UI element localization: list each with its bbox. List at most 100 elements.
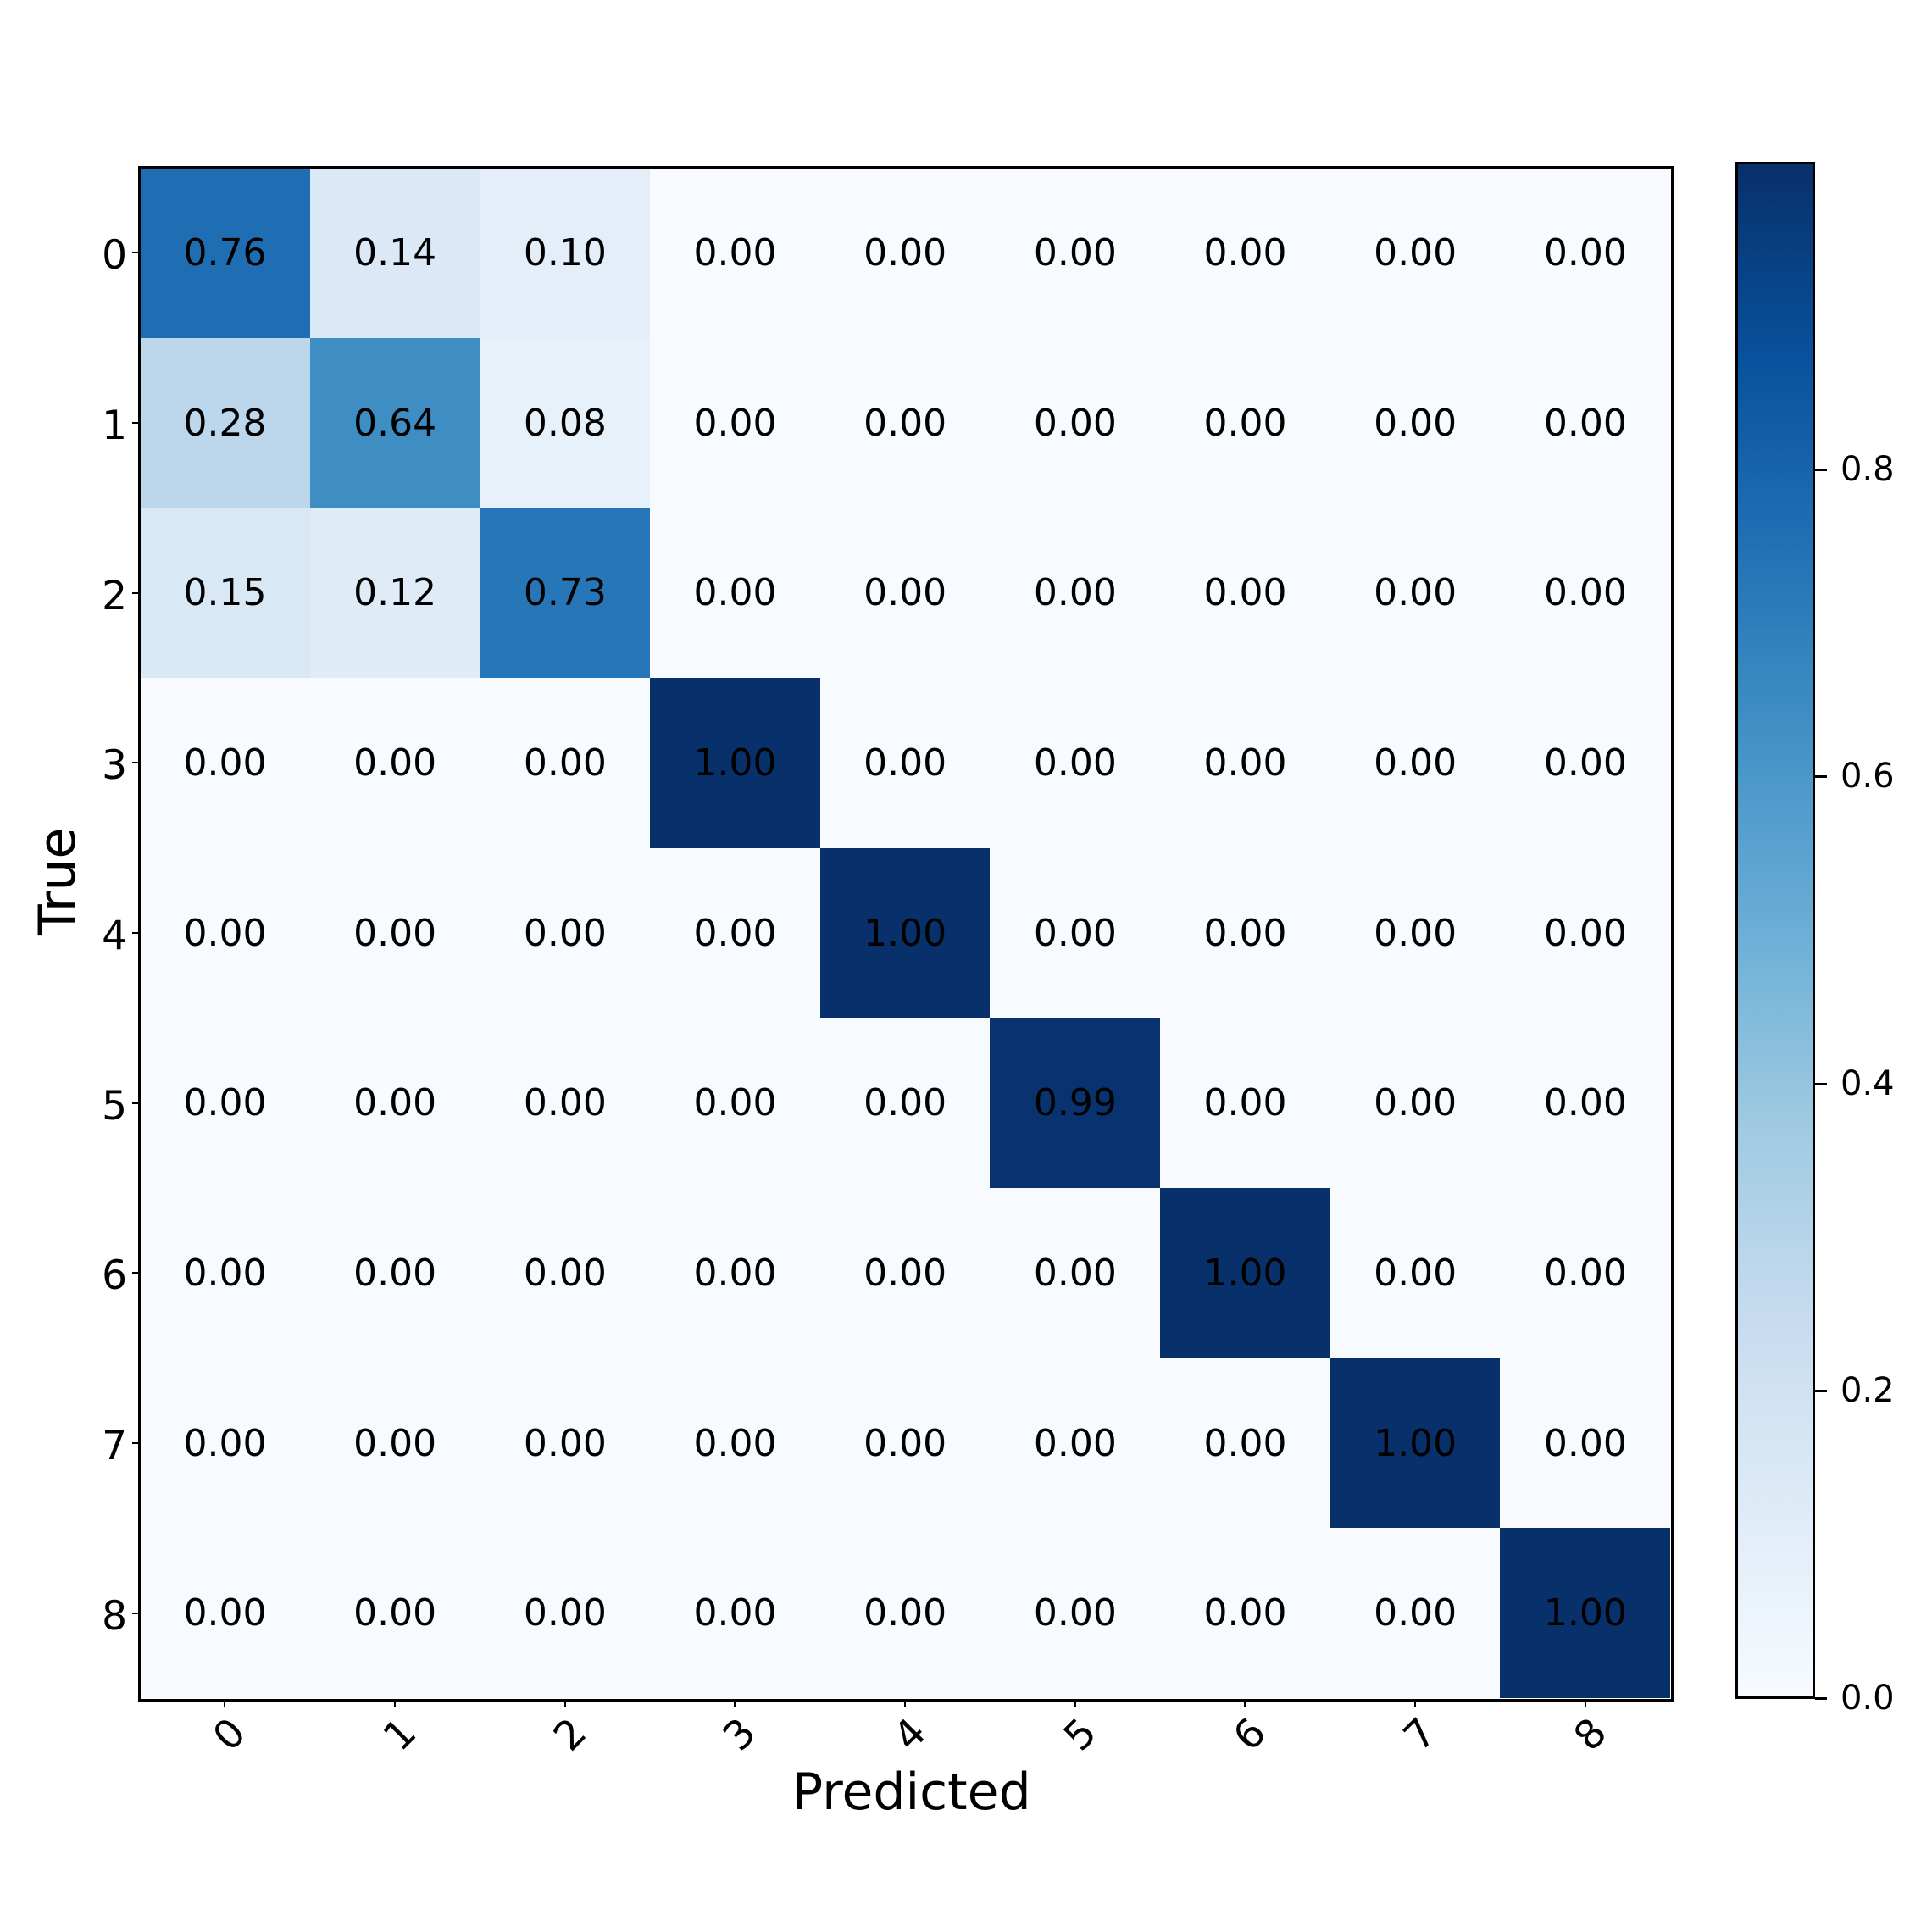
heatmap-cell: 0.00 <box>650 337 820 508</box>
y-axis-label: True <box>28 827 87 935</box>
y-tick-mark <box>132 932 140 934</box>
heatmap-cell: 0.00 <box>1330 678 1501 848</box>
x-tick-label: 6 <box>1224 1709 1276 1761</box>
heatmap-cell: 0.00 <box>990 1357 1161 1529</box>
heatmap-cell: 0.00 <box>990 1528 1161 1699</box>
x-tick-mark <box>904 1699 906 1707</box>
heatmap-cell: 0.00 <box>309 1357 480 1529</box>
heatmap-cell: 1.00 <box>819 847 991 1019</box>
colorbar-tick-label: 0.4 <box>1840 1063 1895 1103</box>
heatmap-cell: 0.00 <box>990 1188 1161 1358</box>
x-tick-label: 2 <box>544 1709 596 1761</box>
colorbar-tick-mark <box>1815 468 1827 471</box>
colorbar <box>1735 162 1815 1699</box>
heatmap-cell: 0.00 <box>819 1188 991 1358</box>
heatmap-cell: 0.15 <box>140 508 310 679</box>
heatmap-cell: 0.76 <box>140 168 310 338</box>
heatmap-cell: 0.00 <box>650 168 820 338</box>
heatmap-cell: 0.00 <box>140 1528 310 1699</box>
heatmap-cell: 0.00 <box>1500 1357 1671 1529</box>
heatmap-cell: 0.00 <box>1330 1018 1501 1189</box>
heatmap-cell: 0.00 <box>1160 1357 1330 1529</box>
heatmap-cell: 0.64 <box>309 337 480 508</box>
heatmap-cell: 0.00 <box>1500 1188 1671 1358</box>
x-tick-mark <box>1584 1699 1586 1707</box>
y-tick-label: 8 <box>102 1592 127 1640</box>
heatmap-cell: 0.00 <box>650 847 820 1019</box>
y-tick-mark <box>132 252 140 254</box>
heatmap-cell: 0.00 <box>480 1357 651 1529</box>
heatmap-cell: 0.00 <box>990 678 1161 848</box>
heatmap-cell: 0.00 <box>1160 847 1330 1019</box>
heatmap-cell: 0.28 <box>140 337 310 508</box>
x-tick-label: 7 <box>1395 1709 1446 1761</box>
x-tick-mark <box>1074 1699 1076 1707</box>
heatmap-cell: 0.00 <box>140 1357 310 1529</box>
heatmap-cell: 0.00 <box>1160 337 1330 508</box>
heatmap-cell: 0.00 <box>140 847 310 1019</box>
heatmap-cell: 0.00 <box>1500 337 1671 508</box>
heatmap-cell: 0.00 <box>1500 168 1671 338</box>
heatmap-cell: 0.00 <box>309 1188 480 1358</box>
heatmap-cell: 0.00 <box>1330 337 1501 508</box>
heatmap-cell: 0.00 <box>819 168 991 338</box>
heatmap-cell: 0.00 <box>480 1528 651 1699</box>
heatmap-cell: 0.00 <box>140 1018 310 1189</box>
heatmap-cell: 1.00 <box>650 678 820 848</box>
colorbar-tick-label: 0.2 <box>1840 1371 1895 1411</box>
heatmap-cell: 0.00 <box>819 337 991 508</box>
heatmap-cell: 0.00 <box>990 847 1161 1019</box>
heatmap-cell: 0.00 <box>990 508 1161 679</box>
heatmap-cell: 0.00 <box>1330 508 1501 679</box>
y-tick-label: 2 <box>102 572 127 619</box>
x-tick-mark <box>564 1699 566 1707</box>
heatmap-cell: 0.12 <box>309 508 480 679</box>
x-tick-label: 0 <box>204 1709 256 1761</box>
x-axis-label: Predicted <box>792 1763 1031 1822</box>
heatmap-cell: 0.00 <box>309 1018 480 1189</box>
x-tick-label: 4 <box>885 1709 936 1761</box>
heatmap-cell: 0.00 <box>990 168 1161 338</box>
colorbar-tick-label: 0.0 <box>1840 1679 1895 1718</box>
heatmap-cell: 0.00 <box>309 847 480 1019</box>
colorbar-tick-label: 0.8 <box>1840 449 1895 489</box>
heatmap-cell: 0.00 <box>1160 168 1330 338</box>
heatmap-cell: 0.00 <box>480 1018 651 1189</box>
heatmap-cell: 0.00 <box>140 1188 310 1358</box>
colorbar-tick-mark <box>1815 775 1827 779</box>
heatmap-cell: 0.00 <box>1330 1188 1501 1358</box>
y-tick-label: 7 <box>102 1423 127 1469</box>
heatmap-cell: 0.00 <box>1160 1018 1330 1189</box>
heatmap-cell: 0.00 <box>819 1018 991 1189</box>
heatmap-cell: 0.14 <box>309 168 480 338</box>
x-tick-label: 5 <box>1054 1709 1106 1761</box>
heatmap-cell: 0.00 <box>480 847 651 1019</box>
heatmap-cell: 0.00 <box>650 1018 820 1189</box>
x-tick-label: 1 <box>375 1709 426 1761</box>
heatmap-cell: 0.00 <box>819 1528 991 1699</box>
heatmap-cell: 0.00 <box>1500 1018 1671 1189</box>
heatmap-cell: 0.00 <box>1330 168 1501 338</box>
y-tick-label: 1 <box>102 402 127 449</box>
heatmap-cell: 0.00 <box>650 1357 820 1529</box>
y-tick-label: 5 <box>102 1082 127 1130</box>
heatmap-cell: 0.00 <box>1500 678 1671 848</box>
heatmap-cell: 0.00 <box>1330 1528 1501 1699</box>
y-tick-label: 6 <box>102 1252 127 1300</box>
heatmap-cell: 0.00 <box>480 678 651 848</box>
y-tick-mark <box>132 1272 140 1274</box>
heatmap-cell: 0.00 <box>990 337 1161 508</box>
x-tick-mark <box>224 1699 226 1707</box>
heatmap-cell: 0.00 <box>819 678 991 848</box>
x-tick-mark <box>1414 1699 1416 1707</box>
heatmap-cell: 1.00 <box>1330 1357 1501 1529</box>
y-tick-label: 0 <box>102 232 127 280</box>
heatmap-cell: 0.00 <box>309 1528 480 1699</box>
heatmap-cell: 1.00 <box>1160 1188 1330 1358</box>
heatmap-cell: 0.00 <box>309 678 480 848</box>
x-tick-label: 8 <box>1564 1709 1616 1761</box>
heatmap-cell: 1.00 <box>1500 1528 1671 1699</box>
heatmap-cell: 0.00 <box>650 1528 820 1699</box>
heatmap-cell: 0.10 <box>480 168 651 338</box>
y-tick-label: 4 <box>102 913 127 959</box>
